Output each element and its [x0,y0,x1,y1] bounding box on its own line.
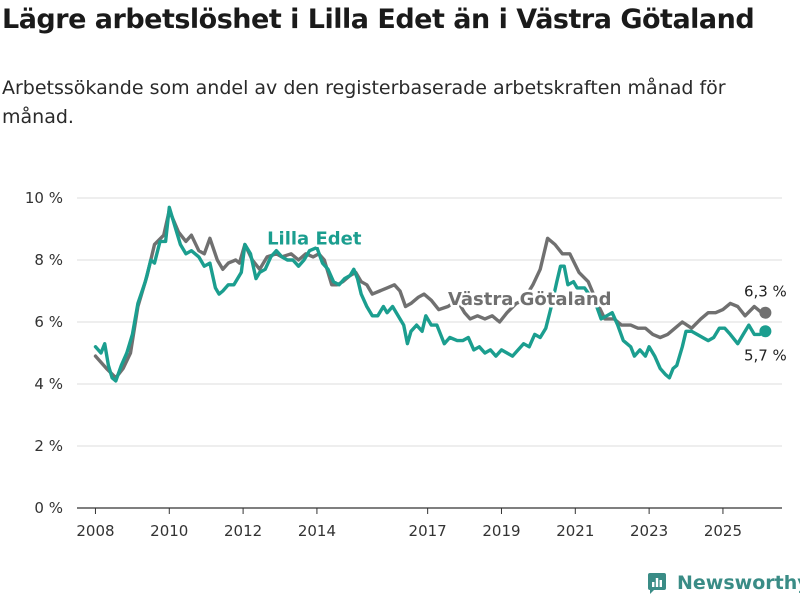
y-tick-label: 8 % [34,251,63,269]
series-line-lilla-edet [93,205,768,383]
brand-name: Newsworthy [677,572,800,594]
x-tick-label: 2023 [630,522,668,540]
end-value-label-v-stra-g-taland: 6,3 % [744,283,787,301]
series-end-point-v-stra-g-taland [759,306,772,319]
x-tick-label: 2010 [150,522,188,540]
x-tick-label: 2008 [76,522,114,540]
series-line-v-stra-g-taland [93,208,768,380]
brand-logo: Newsworthy [645,568,800,598]
series-end-point-lilla-edet [759,325,772,338]
x-tick-label: 2012 [224,522,262,540]
y-tick-label: 6 % [34,313,63,331]
chart-subtitle: Arbetssökande som andel av den registerb… [2,77,726,128]
series-label-v-stra-g-taland: Västra Götaland [448,289,612,310]
series-label-lilla-edet: Lilla Edet [267,229,362,250]
y-tick-label: 4 % [34,375,63,393]
x-tick-label: 2017 [409,522,447,540]
y-tick-label: 2 % [34,437,63,455]
x-tick-label: 2019 [482,522,520,540]
y-tick-label: 10 % [25,189,63,207]
y-tick-label: 0 % [34,499,63,517]
x-tick-label: 2025 [704,522,742,540]
x-tick-label: 2021 [556,522,594,540]
newsworthy-logo-icon [648,573,666,594]
x-tick-label: 2014 [298,522,336,540]
chart-title: Lägre arbetslöshet i Lilla Edet än i Väs… [2,4,755,35]
end-value-label-lilla-edet: 5,7 % [744,346,787,364]
